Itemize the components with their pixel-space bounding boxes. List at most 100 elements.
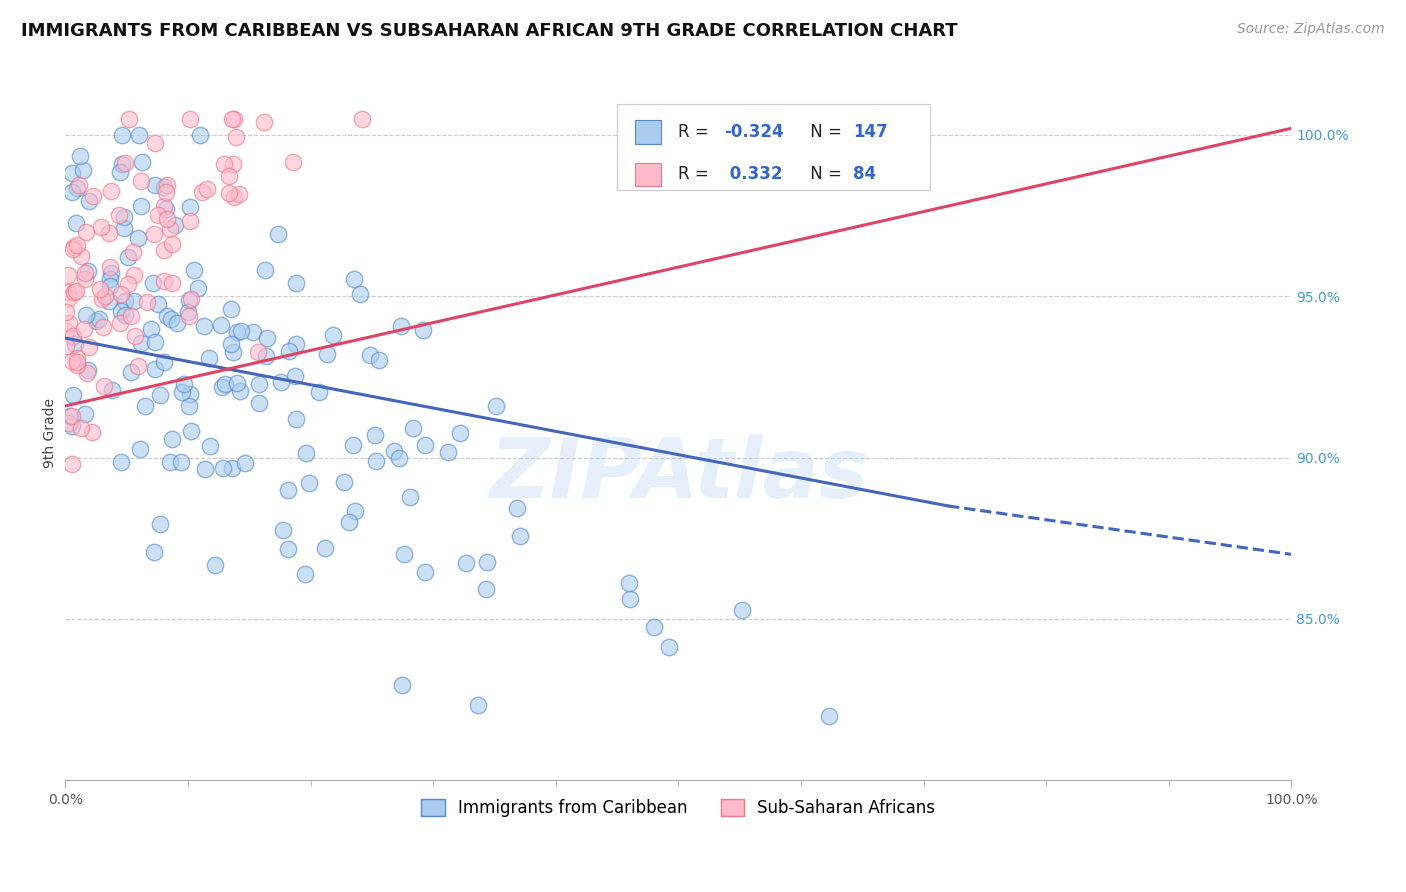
Point: [619, 591, 641, 606]
Point: [152, 355, 174, 369]
Point: [160, 312, 183, 326]
Point: [382, 443, 405, 458]
Point: [211, 380, 233, 394]
Point: [198, 351, 221, 365]
Point: [66, 238, 89, 252]
Point: [56, 268, 79, 282]
Point: [97, 226, 120, 240]
Point: [79, 340, 101, 354]
Point: [156, 178, 179, 192]
Point: [66, 359, 89, 373]
Point: [143, 136, 166, 151]
Point: [204, 558, 226, 572]
FancyBboxPatch shape: [617, 103, 929, 191]
Point: [120, 310, 142, 324]
Point: [108, 164, 131, 178]
Point: [242, 326, 264, 340]
Point: [214, 377, 236, 392]
Point: [179, 200, 201, 214]
Point: [436, 445, 458, 459]
Point: [337, 515, 360, 529]
Point: [143, 334, 166, 349]
Point: [108, 208, 131, 222]
Point: [136, 295, 159, 310]
Point: [190, 128, 212, 142]
Point: [63, 337, 86, 351]
Point: [285, 276, 308, 290]
Text: IMMIGRANTS FROM CARIBBEAN VS SUBSAHARAN AFRICAN 9TH GRADE CORRELATION CHART: IMMIGRANTS FROM CARIBBEAN VS SUBSAHARAN …: [21, 22, 957, 40]
Point: [62, 388, 84, 402]
Point: [66, 351, 89, 365]
Point: [183, 262, 205, 277]
Point: [75, 407, 97, 421]
Point: [229, 384, 252, 399]
Point: [187, 281, 209, 295]
Point: [141, 276, 163, 290]
Point: [467, 698, 489, 712]
FancyBboxPatch shape: [636, 162, 661, 186]
Point: [69, 149, 91, 163]
Point: [350, 112, 373, 126]
Point: [98, 260, 121, 275]
Point: [179, 214, 201, 228]
Point: [152, 273, 174, 287]
Point: [91, 293, 114, 307]
Point: [90, 220, 112, 235]
Point: [100, 184, 122, 198]
Point: [212, 156, 235, 170]
Point: [127, 230, 149, 244]
Point: [308, 385, 330, 400]
Point: [63, 240, 86, 254]
Point: [267, 227, 290, 242]
Point: [100, 266, 122, 280]
Point: [93, 379, 115, 393]
Point: [221, 302, 243, 317]
Point: [253, 115, 276, 129]
Point: [129, 336, 152, 351]
Point: [148, 208, 170, 222]
Point: [124, 328, 146, 343]
Text: Source: ZipAtlas.com: Source: ZipAtlas.com: [1237, 22, 1385, 37]
Point: [98, 272, 121, 286]
Point: [193, 319, 215, 334]
Point: [146, 296, 169, 310]
Point: [316, 347, 339, 361]
Point: [73, 266, 96, 280]
Point: [284, 368, 307, 383]
Point: [131, 154, 153, 169]
Point: [294, 567, 316, 582]
Point: [270, 375, 292, 389]
Point: [77, 264, 100, 278]
Point: [177, 309, 200, 323]
Point: [149, 388, 172, 402]
Point: [73, 272, 96, 286]
Point: [143, 178, 166, 193]
Point: [194, 461, 217, 475]
Point: [152, 243, 174, 257]
Point: [180, 292, 202, 306]
Point: [129, 442, 152, 457]
Point: [82, 189, 104, 203]
Point: [225, 325, 247, 339]
Point: [66, 355, 89, 369]
Point: [160, 276, 183, 290]
Point: [77, 194, 100, 208]
Point: [60, 419, 83, 434]
Point: [128, 128, 150, 142]
Point: [180, 424, 202, 438]
Point: [117, 112, 139, 126]
Point: [73, 322, 96, 336]
Point: [415, 438, 437, 452]
Point: [111, 128, 134, 142]
Point: [197, 182, 219, 196]
Point: [477, 555, 499, 569]
Point: [218, 169, 240, 183]
Point: [156, 310, 179, 324]
Point: [67, 178, 90, 193]
Point: [117, 277, 139, 292]
Point: [731, 603, 754, 617]
Text: R =: R =: [678, 166, 718, 184]
Point: [80, 425, 103, 439]
Point: [314, 541, 336, 555]
Point: [159, 222, 181, 236]
